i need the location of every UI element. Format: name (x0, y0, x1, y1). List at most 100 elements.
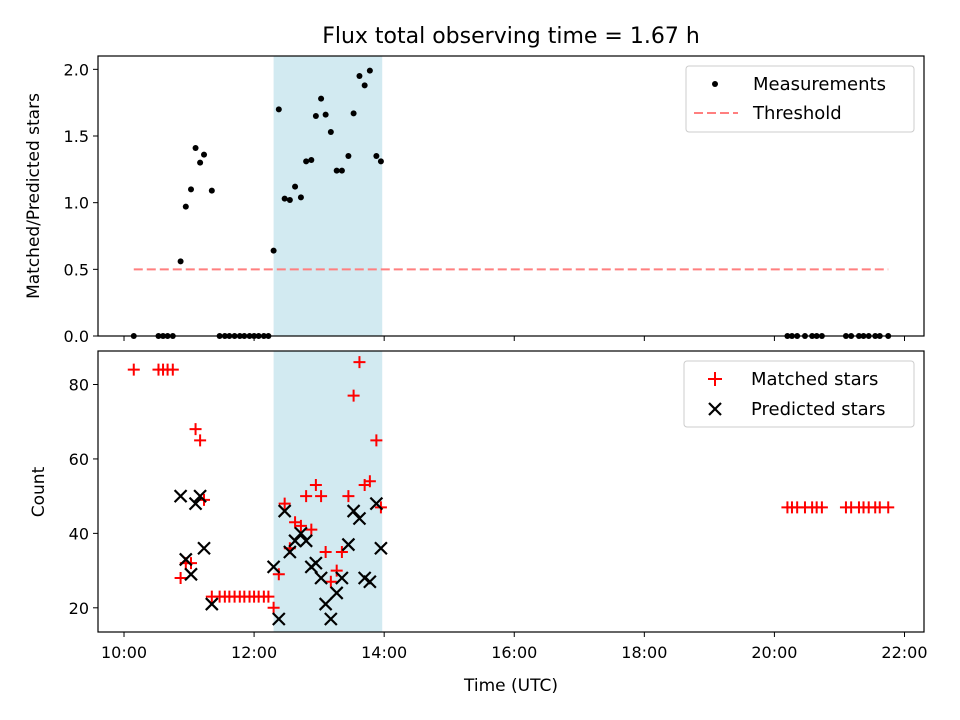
measurement-point (208, 187, 215, 194)
bottom-highlight-span (273, 351, 383, 632)
predicted-star-point (272, 612, 286, 626)
x-tick-label: 16:00 (491, 643, 537, 662)
predicted-star-point (352, 511, 367, 526)
top-y-label: Matched/Predicted stars (24, 93, 44, 299)
top-axes-frame (97, 55, 925, 337)
measurement-point (373, 153, 380, 159)
measurement-point (377, 158, 384, 165)
matched-star-point (300, 490, 313, 503)
measurement-point (356, 73, 363, 79)
predicted-star-point (318, 597, 333, 611)
predicted-star-point (363, 574, 377, 589)
matched-star-point (174, 572, 187, 585)
top-highlight-span (273, 56, 383, 336)
predicted-star-point (184, 567, 198, 582)
matched-star-point (815, 501, 828, 514)
predicted-star-point (188, 496, 203, 511)
matched-star-point (262, 590, 275, 603)
x-tick-label: 22:00 (881, 643, 927, 662)
top-y-tick-label: 0.0 (64, 327, 89, 346)
x-tick-label: 14:00 (361, 643, 407, 662)
measurement-point (281, 195, 288, 202)
measurement-point (201, 151, 208, 158)
predicted-star-point (193, 489, 207, 503)
measurement-point (338, 167, 345, 174)
legend-threshold-label: Threshold (752, 103, 842, 124)
matched-star-point (324, 575, 337, 588)
measurement-point (308, 157, 315, 163)
predicted-star-point (299, 534, 313, 548)
predicted-star-point (314, 571, 328, 585)
x-tick-label: 20:00 (751, 643, 797, 662)
matched-star-point (305, 523, 318, 536)
matched-star-point (319, 545, 332, 558)
predicted-star-point (197, 541, 211, 556)
measurement-point (182, 203, 189, 210)
bot-y-tick-label: 20 (69, 599, 89, 618)
matched-star-point (342, 490, 355, 503)
bot-y-tick-label: 40 (69, 524, 89, 543)
matched-star-point (194, 434, 207, 447)
measurement-point (361, 82, 368, 89)
predicted-star-point (205, 597, 219, 611)
predicted-star-point (369, 496, 384, 511)
matched-star-point (353, 356, 366, 369)
matched-star-point (363, 475, 376, 488)
bot-y-tick-label: 60 (69, 450, 89, 469)
x-axis-label: Time (UTC) (463, 676, 558, 696)
matched-star-point (189, 423, 202, 436)
matched-star-point (330, 564, 343, 577)
matched-star-point (370, 434, 383, 447)
matched-star-points (127, 356, 895, 614)
measurement-point (197, 159, 204, 166)
measurement-point (327, 129, 334, 135)
legend-predicted-label: Predicted stars (751, 399, 885, 420)
top-y-ticks: 0.0 0.5 1.0 1.5 2.0 (64, 60, 98, 346)
top-y-tick-label: 0.5 (64, 260, 89, 279)
predicted-star-point (266, 560, 281, 574)
measurement-point (322, 111, 329, 118)
predicted-star-point (173, 489, 188, 503)
legend-measurements-label: Measurements (753, 74, 886, 95)
matched-star-point (294, 519, 307, 532)
bottom-legend: Matched stars Predicted stars (683, 360, 915, 428)
predicted-star-point (283, 545, 297, 559)
bottom-y-label: Count (29, 466, 49, 517)
bottom-legend-box (683, 360, 915, 428)
x-tick-label: 10:00 (101, 643, 147, 662)
predicted-star-point (324, 612, 338, 626)
matched-star-point (267, 601, 280, 614)
top-legend: Measurements Threshold (685, 65, 915, 133)
predicted-star-point (288, 534, 302, 548)
bottom-y-ticks: 20 40 60 80 (69, 375, 98, 618)
measurement-point (192, 145, 199, 151)
measurement-point (318, 95, 325, 102)
bot-y-tick-label: 80 (69, 375, 89, 394)
measurement-point (312, 113, 319, 119)
matched-star-point (882, 501, 895, 514)
predicted-star-point (374, 541, 388, 556)
top-y-tick-label: 2.0 (64, 60, 89, 79)
top-legend-box (685, 65, 915, 133)
predicted-star-point (329, 586, 344, 600)
bottom-x-ticks: 10:00 12:00 14:00 16:00 18:00 20:00 22:00 (101, 632, 928, 662)
legend-measurements-marker (712, 81, 718, 87)
top-y-tick-label: 1.5 (64, 127, 89, 146)
matched-star-point (315, 490, 328, 503)
measurement-point (177, 258, 184, 265)
legend-predicted-marker (708, 402, 722, 416)
predicted-star-point (309, 556, 323, 570)
x-tick-label: 18:00 (621, 643, 667, 662)
measurement-point (350, 110, 357, 117)
predicted-star-point (341, 537, 356, 552)
measurement-point (366, 67, 373, 74)
top-panel: 0.00.51.01.52.0 Matched/Predicted stars … (24, 55, 925, 346)
legend-matched-label: Matched stars (751, 369, 878, 390)
top-y-tick-label: 1.0 (64, 194, 89, 213)
measurement-point (188, 186, 195, 193)
x-tick-label: 12:00 (231, 643, 277, 662)
predicted-star-point (277, 504, 292, 518)
measurement-point (286, 197, 293, 203)
bottom-panel: 20 40 60 80 10:00 12:00 14:00 16:00 18:00 20:00 2… (29, 350, 928, 696)
